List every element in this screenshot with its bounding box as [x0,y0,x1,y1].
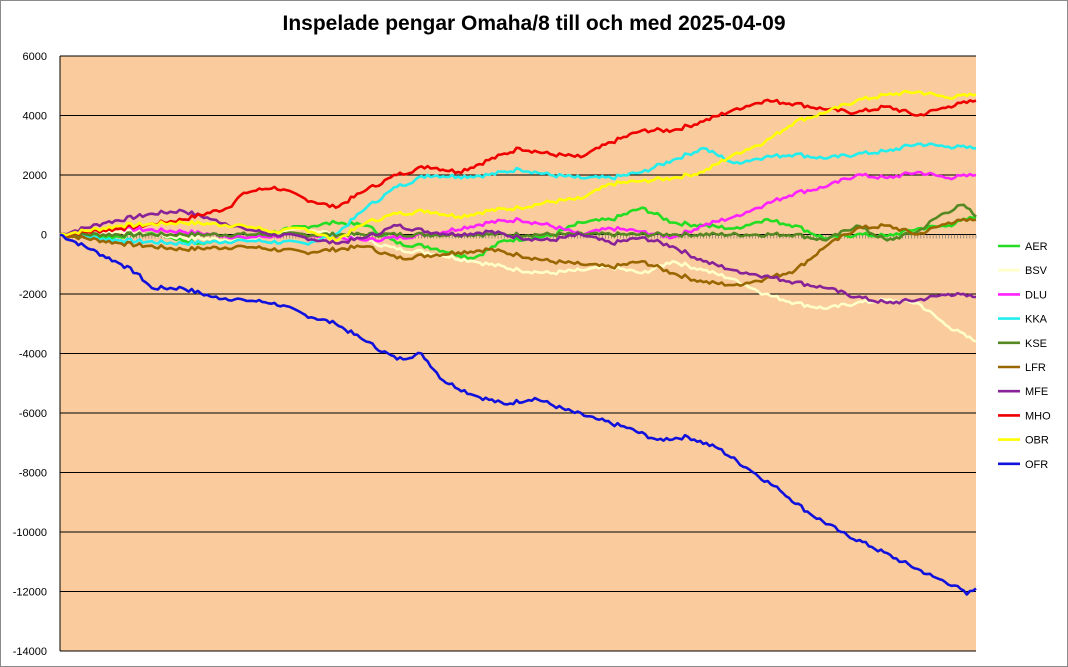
y-tick-label: 2000 [23,170,47,182]
legend: AER BSV DLU KKA KSE LFR MFE MHO OBR OFR [998,241,1051,471]
y-tick-label: 4000 [23,111,47,123]
y-tick-label: -6000 [19,408,47,420]
y-axis-tick-labels: 6000 4000 2000 0 -2000 -4000 -6000 -8000 -10000 -… [13,51,47,658]
legend-label-aer: AER [1025,241,1048,253]
legend-label-kse: KSE [1025,338,1047,350]
series-lines [59,89,977,596]
legend-label-bsv: BSV [1025,265,1048,277]
legend-label-kka: KKA [1025,314,1048,326]
chart-title: Inspelade pengar Omaha/8 till och med 20… [282,12,786,35]
legend-label-ofr: OFR [1025,459,1048,471]
legend-label-mfe: MFE [1025,386,1048,398]
series-line-mfe [59,208,977,305]
y-tick-label: 6000 [23,51,47,63]
legend-label-obr: OBR [1025,435,1049,447]
series-line-ofr [59,233,977,596]
y-tick-label: -10000 [13,527,47,539]
y-tick-label: 0 [41,230,47,242]
series-line-mho [59,98,977,237]
y-tick-label: -14000 [13,646,47,658]
y-tick-label: -12000 [13,587,47,599]
legend-label-lfr: LFR [1025,362,1046,374]
legend-label-dlu: DLU [1025,289,1047,301]
series-line-kse [59,203,977,242]
y-tick-label: -2000 [19,289,47,301]
series-line-obr [59,89,977,242]
series-line-lfr [59,217,977,287]
y-tick-label: -8000 [19,468,47,480]
y-tick-label: -4000 [19,349,47,361]
legend-label-mho: MHO [1025,410,1051,422]
series-line-kka [60,142,977,247]
series-line-bsv [59,227,977,343]
